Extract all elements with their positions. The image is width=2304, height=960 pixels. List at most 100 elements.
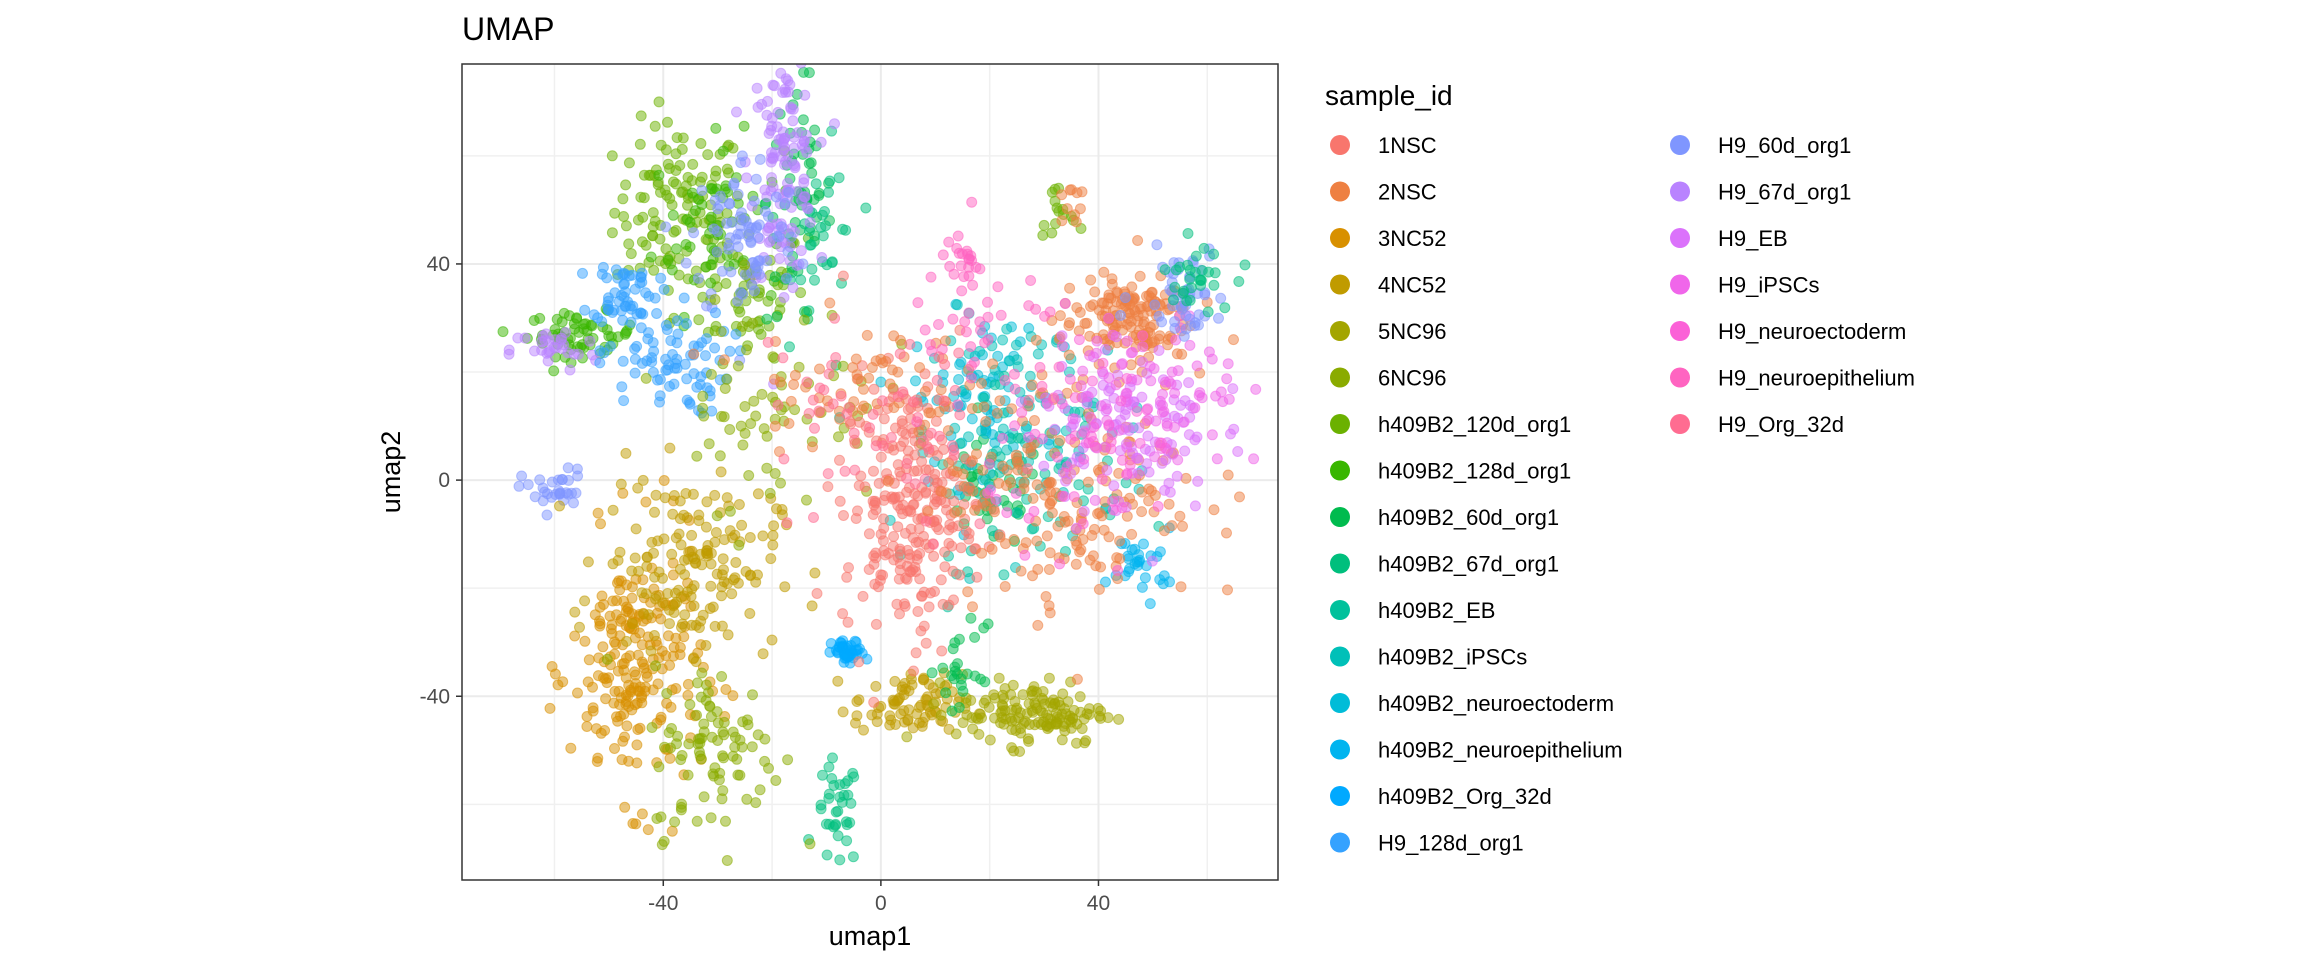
legend-key	[1670, 135, 1690, 155]
data-point	[1164, 576, 1175, 588]
data-point	[701, 496, 713, 508]
data-point	[674, 563, 686, 575]
data-point	[691, 709, 702, 721]
data-point	[663, 727, 675, 739]
data-point	[904, 338, 916, 350]
data-point	[556, 474, 568, 485]
data-point	[1070, 535, 1082, 547]
data-point	[826, 257, 838, 269]
data-point	[951, 242, 963, 254]
data-point	[799, 191, 811, 203]
data-point	[892, 521, 904, 533]
data-point	[754, 784, 766, 796]
data-point	[615, 478, 627, 490]
data-point	[991, 407, 1003, 419]
data-point	[686, 187, 698, 199]
data-point	[979, 676, 991, 688]
data-point	[684, 699, 696, 710]
data-point	[778, 292, 790, 303]
data-point	[705, 558, 717, 570]
data-point	[950, 728, 962, 740]
data-point	[638, 608, 650, 620]
data-point	[1115, 395, 1127, 407]
data-point	[907, 396, 919, 408]
legend-label: H9_neuroectoderm	[1718, 319, 1906, 344]
data-point	[989, 712, 1001, 724]
data-point	[923, 443, 935, 455]
data-point	[1171, 470, 1183, 482]
data-point	[615, 710, 626, 722]
data-point	[986, 543, 998, 555]
legend-label: H9_67d_org1	[1718, 180, 1851, 205]
data-point	[637, 658, 649, 670]
data-point	[654, 233, 666, 245]
data-point	[720, 684, 732, 695]
data-point	[920, 515, 932, 527]
data-point	[835, 637, 847, 649]
data-point	[682, 171, 694, 183]
legend-key	[1330, 367, 1350, 388]
data-point	[671, 132, 683, 144]
data-point	[907, 532, 919, 544]
data-point	[660, 221, 672, 233]
data-point	[989, 506, 1000, 518]
data-point	[1202, 306, 1214, 318]
data-point	[1177, 287, 1189, 299]
data-point	[761, 430, 773, 442]
data-point	[1169, 316, 1181, 328]
data-point	[888, 554, 900, 566]
x-tick-label: 40	[1087, 892, 1110, 915]
data-point	[823, 761, 835, 773]
data-point	[809, 124, 821, 136]
data-point	[820, 220, 831, 232]
legend-key	[1330, 832, 1350, 853]
data-point	[541, 509, 553, 521]
data-point	[1213, 312, 1224, 324]
data-point	[764, 40, 774, 50]
data-point	[983, 458, 995, 470]
data-point	[682, 769, 694, 781]
data-point	[681, 318, 692, 329]
data-point	[578, 323, 590, 335]
data-point	[795, 64, 807, 69]
data-point	[912, 606, 924, 617]
data-point	[801, 376, 813, 388]
data-point	[980, 473, 991, 485]
legend-key	[1330, 739, 1350, 760]
data-point	[666, 548, 678, 560]
data-point	[717, 726, 729, 738]
data-point	[767, 530, 779, 541]
data-point	[497, 326, 509, 338]
data-point	[1103, 531, 1115, 543]
data-point	[870, 440, 882, 452]
data-point	[1119, 292, 1131, 304]
data-point	[709, 762, 721, 774]
data-point	[965, 612, 977, 624]
data-point	[1032, 563, 1044, 575]
data-point	[737, 439, 749, 451]
data-point	[833, 172, 845, 184]
data-point	[806, 600, 818, 612]
data-point	[808, 512, 819, 523]
data-point	[870, 618, 882, 630]
data-point	[688, 348, 700, 360]
data-point	[693, 509, 705, 521]
data-point	[1141, 458, 1153, 470]
data-point	[662, 158, 674, 170]
data-point	[1023, 394, 1035, 406]
data-point	[830, 818, 842, 830]
data-point	[676, 750, 688, 761]
data-point	[821, 849, 833, 861]
data-point	[630, 818, 642, 830]
data-point	[717, 145, 729, 157]
data-point	[678, 292, 690, 304]
data-point	[765, 156, 777, 168]
data-point	[700, 350, 711, 362]
data-point	[851, 696, 863, 707]
data-point	[1027, 492, 1039, 504]
data-point	[1145, 485, 1157, 497]
data-point	[703, 438, 715, 450]
x-tick-label: 0	[875, 892, 887, 915]
data-point	[779, 197, 791, 209]
data-point	[948, 495, 960, 507]
